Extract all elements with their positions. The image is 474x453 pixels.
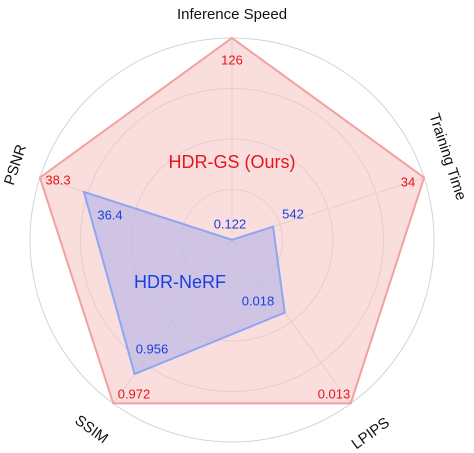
series-area <box>82 190 286 376</box>
value-label: 0.013 <box>318 386 351 401</box>
axis-name: Training Time <box>425 111 469 202</box>
value-label: 0.972 <box>118 386 151 401</box>
value-label: 126 <box>221 52 243 67</box>
value-label: 542 <box>282 206 304 221</box>
axis-name: LPIPS <box>348 414 392 453</box>
value-label: 0.956 <box>136 341 169 356</box>
series-name: HDR-NeRF <box>134 272 226 292</box>
value-label: 0.122 <box>214 216 247 231</box>
value-label: 38.3 <box>45 172 70 187</box>
value-label: 36.4 <box>97 207 122 222</box>
value-label: 34 <box>401 174 415 189</box>
axis-name: Inference Speed <box>177 6 287 23</box>
axis-name: PSNR <box>1 142 30 187</box>
series-name: HDR-GS (Ours) <box>169 152 296 172</box>
value-label: 0.018 <box>242 293 275 308</box>
axis-name: SSIM <box>71 412 111 447</box>
